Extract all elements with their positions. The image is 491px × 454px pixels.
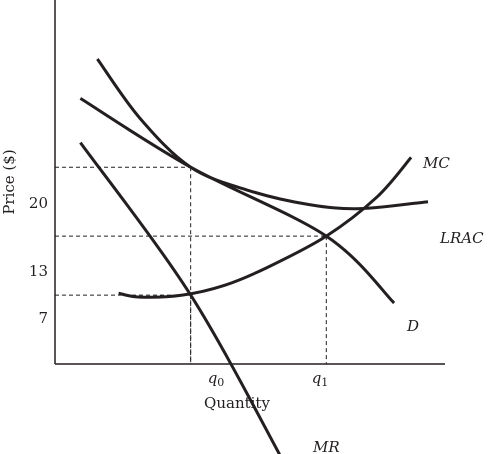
y-tick-label-20: 20	[29, 194, 48, 212]
curves	[79, 58, 429, 454]
mc-curve	[118, 156, 413, 299]
x-tick-q1-subscript: 1	[321, 376, 328, 389]
x-tick-label-q1: q1	[312, 369, 329, 389]
d-curve	[79, 97, 396, 305]
x-tick-q1-letter: q	[312, 369, 322, 387]
lrac-curve	[96, 58, 429, 211]
lrac-label: LRAC	[439, 229, 484, 247]
mr-label: MR	[312, 438, 340, 454]
y-tick-label-13: 13	[29, 262, 48, 280]
y-axis-title: Price ($)	[0, 149, 18, 214]
x-axis-title: Quantity	[204, 394, 270, 412]
guide-lines	[55, 166, 327, 364]
x-tick-label-q0: q0	[208, 369, 225, 389]
mc-label: MC	[422, 154, 450, 172]
d-label: D	[406, 317, 419, 335]
y-tick-label-7: 7	[38, 309, 48, 327]
x-tick-q0-subscript: 0	[217, 376, 224, 389]
x-tick-q0-letter: q	[208, 369, 218, 387]
mr-curve	[79, 141, 282, 454]
